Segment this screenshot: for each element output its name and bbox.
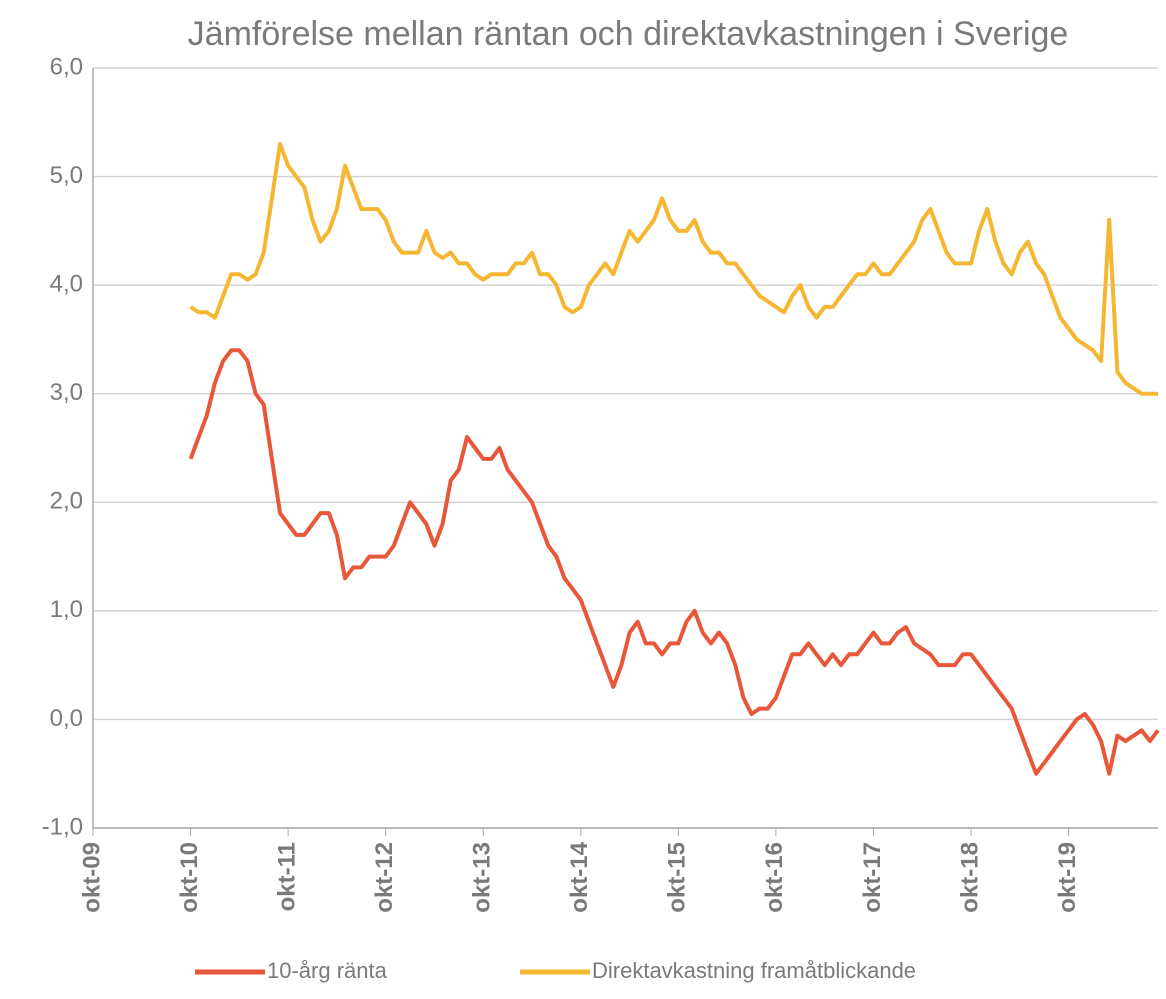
legend-label: 10-årg ränta (267, 958, 388, 983)
x-tick-label: okt-13 (469, 842, 496, 913)
legend-label: Direktavkastning framåtblickande (592, 958, 916, 983)
x-tick-label: okt-12 (371, 842, 398, 913)
x-tick-label: okt-16 (761, 842, 788, 913)
x-tick-label: okt-11 (273, 842, 300, 911)
x-tick-label: okt-14 (566, 841, 593, 912)
x-tick-label: okt-18 (956, 842, 983, 913)
y-tick-label: 0,0 (50, 705, 83, 732)
x-tick-label: okt-09 (78, 842, 105, 913)
x-tick-label: okt-17 (859, 842, 886, 913)
y-tick-label: 1,0 (50, 596, 83, 623)
y-tick-label: 5,0 (50, 162, 83, 189)
y-tick-label: 4,0 (50, 270, 83, 297)
y-tick-label: 3,0 (50, 379, 83, 406)
x-tick-label: okt-15 (664, 842, 691, 913)
x-tick-label: okt-19 (1054, 842, 1081, 913)
x-tick-label: okt-10 (176, 842, 203, 913)
y-tick-label: 2,0 (50, 488, 83, 515)
series-line (188, 348, 1160, 776)
chart-title: Jämförelse mellan räntan och direktavkas… (188, 15, 1069, 53)
y-tick-label: -1,0 (42, 813, 83, 840)
series-line (189, 142, 1158, 396)
y-tick-label: 6,0 (50, 53, 83, 80)
